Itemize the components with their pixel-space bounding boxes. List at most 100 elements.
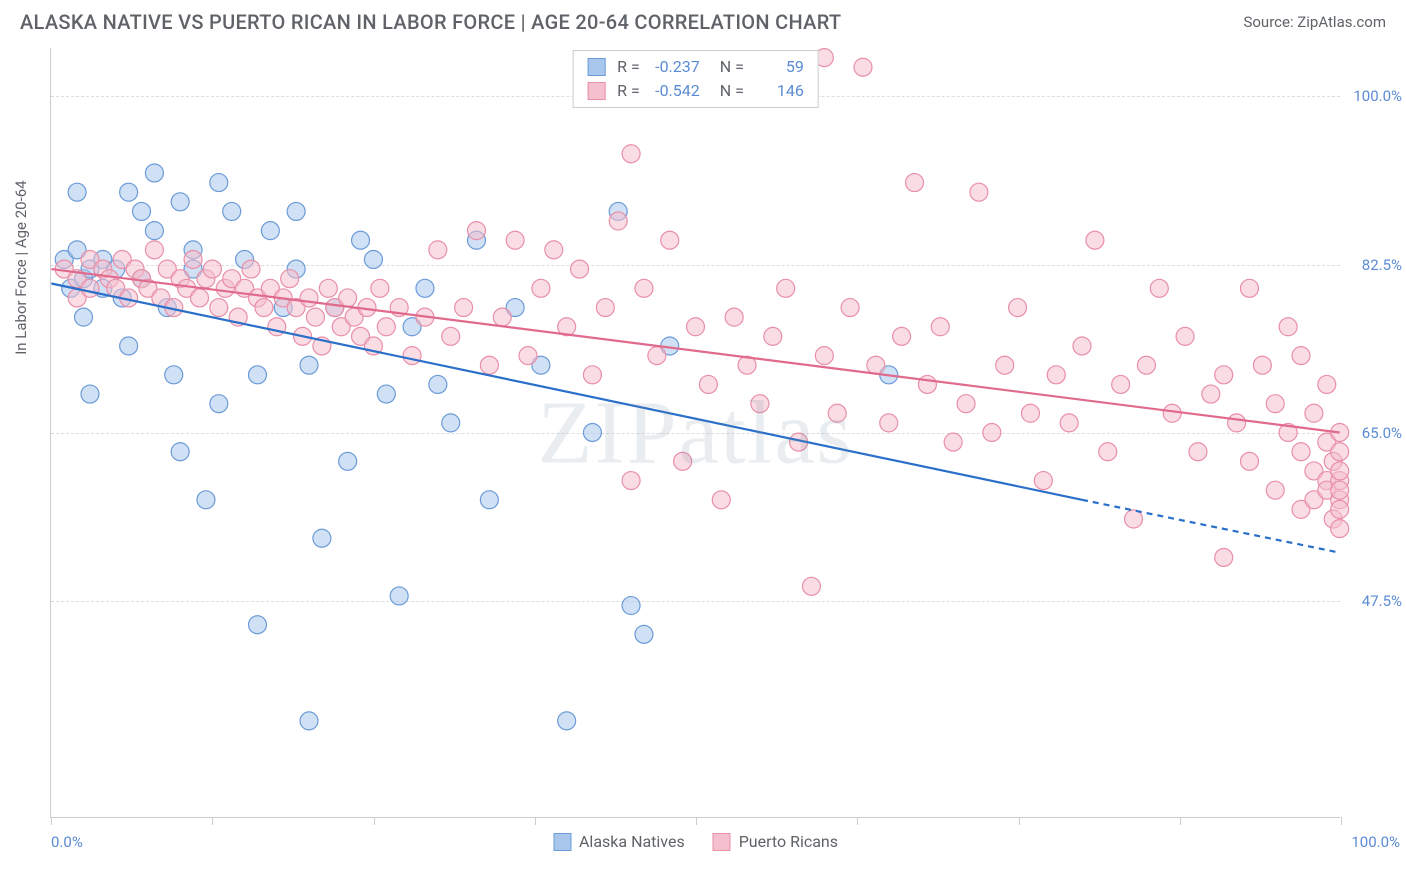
data-point <box>371 279 389 297</box>
x-tick <box>1019 817 1020 825</box>
data-point <box>532 279 550 297</box>
data-point <box>1215 548 1233 566</box>
stats-row-series-1: R = -0.237 N = 59 <box>587 55 804 79</box>
data-point <box>841 299 859 317</box>
data-point <box>339 289 357 307</box>
data-point <box>255 299 273 317</box>
y-tick-label: 100.0% <box>1353 87 1402 105</box>
data-point <box>1253 356 1271 374</box>
data-point <box>1240 452 1258 470</box>
data-point <box>248 616 266 634</box>
y-axis-title: In Labor Force | Age 20-64 <box>12 180 30 354</box>
data-point <box>725 308 743 326</box>
data-point <box>622 472 640 490</box>
data-point <box>171 193 189 211</box>
data-point <box>1009 299 1027 317</box>
data-point <box>480 491 498 509</box>
data-point <box>377 385 395 403</box>
data-point <box>1021 404 1039 422</box>
data-point <box>609 212 627 230</box>
data-point <box>1202 385 1220 403</box>
data-point <box>197 491 215 509</box>
data-point <box>648 347 666 365</box>
x-tick <box>1180 817 1181 825</box>
data-point <box>674 452 692 470</box>
data-point <box>442 327 460 345</box>
stats-legend-box: R = -0.237 N = 59 R = -0.542 N = 146 <box>572 50 819 108</box>
data-point <box>403 347 421 365</box>
data-point <box>203 260 221 278</box>
data-point <box>429 241 447 259</box>
data-point <box>281 270 299 288</box>
legend-item-1: Alaska Natives <box>553 832 685 851</box>
x-tick <box>212 817 213 825</box>
data-point <box>442 414 460 432</box>
data-point <box>120 183 138 201</box>
data-point <box>1305 404 1323 422</box>
data-point <box>944 433 962 451</box>
data-point <box>506 231 524 249</box>
stats-row-series-2: R = -0.542 N = 146 <box>587 79 804 103</box>
data-point <box>1215 366 1233 384</box>
data-point <box>854 58 872 76</box>
data-point <box>306 308 324 326</box>
data-point <box>983 424 1001 442</box>
data-point <box>81 279 99 297</box>
data-point <box>145 164 163 182</box>
scatter-plot <box>51 48 1340 817</box>
y-tick-label: 82.5% <box>1362 256 1402 274</box>
data-point <box>377 318 395 336</box>
data-point <box>1331 481 1349 499</box>
data-point <box>493 308 511 326</box>
data-point <box>893 327 911 345</box>
data-point <box>184 250 202 268</box>
data-point <box>1331 462 1349 480</box>
data-point <box>455 299 473 317</box>
data-point <box>596 299 614 317</box>
data-point <box>352 231 370 249</box>
data-point <box>191 289 209 307</box>
data-point <box>1176 327 1194 345</box>
data-point <box>635 625 653 643</box>
x-tick <box>696 817 697 825</box>
data-point <box>133 202 151 220</box>
swatch-series-2 <box>587 82 605 100</box>
data-point <box>996 356 1014 374</box>
x-axis-max-label: 100.0% <box>1351 833 1400 851</box>
legend-label-2: Puerto Ricans <box>739 832 838 851</box>
x-tick <box>857 817 858 825</box>
data-point <box>957 395 975 413</box>
legend-item-2: Puerto Ricans <box>713 832 838 851</box>
source-attribution: Source: ZipAtlas.com <box>1243 13 1386 31</box>
data-point <box>1240 279 1258 297</box>
data-point <box>480 356 498 374</box>
data-point <box>1112 375 1130 393</box>
data-point <box>390 587 408 605</box>
x-tick <box>374 817 375 825</box>
data-point <box>545 241 563 259</box>
data-point <box>1137 356 1155 374</box>
legend-swatch-2 <box>713 833 731 851</box>
data-point <box>1292 443 1310 461</box>
stat-N-value-1: 59 <box>752 55 804 79</box>
data-point <box>223 202 241 220</box>
data-point <box>583 424 601 442</box>
data-point <box>429 375 447 393</box>
data-point <box>1189 443 1207 461</box>
data-point <box>339 452 357 470</box>
data-point <box>687 318 705 336</box>
x-tick <box>535 817 536 825</box>
data-point <box>1318 375 1336 393</box>
legend-swatch-1 <box>553 833 571 851</box>
data-point <box>319 279 337 297</box>
data-point <box>699 375 717 393</box>
data-point <box>300 289 318 307</box>
data-point <box>210 299 228 317</box>
data-point <box>416 279 434 297</box>
data-point <box>1047 366 1065 384</box>
data-point <box>931 318 949 336</box>
data-point <box>467 222 485 240</box>
stat-R-value-1: -0.237 <box>648 55 700 79</box>
stat-R-label: R = <box>617 55 640 79</box>
data-point <box>828 404 846 422</box>
